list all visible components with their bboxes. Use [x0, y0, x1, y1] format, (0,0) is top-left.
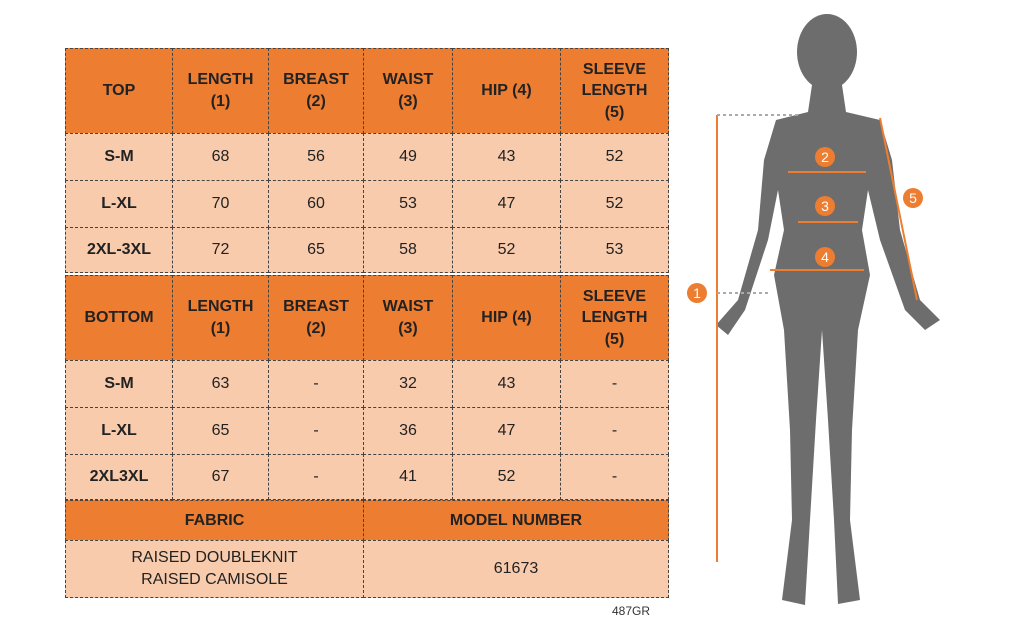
header-cell: BOTTOM	[65, 275, 173, 361]
marker-label: 4	[821, 249, 829, 265]
table-cell: 63	[172, 360, 269, 408]
marker-label: 3	[821, 198, 829, 214]
table-cell: 49	[363, 133, 453, 181]
table-cell: 43	[452, 133, 561, 181]
table-cell: 58	[363, 227, 453, 273]
table-cell: 52	[560, 133, 669, 181]
marker-circle	[687, 283, 707, 303]
table-cell: 2XL-3XL	[65, 227, 173, 273]
header-cell: WAIST (3)	[363, 275, 453, 361]
header-cell: TOP	[65, 48, 173, 134]
footnote: 487GR	[612, 604, 651, 618]
header-cell: LENGTH (1)	[172, 48, 269, 134]
marker-label: 2	[821, 149, 829, 165]
table-cell: 65	[172, 407, 269, 455]
table-cell: S-M	[65, 133, 173, 181]
table-cell: S-M	[65, 360, 173, 408]
silhouette	[716, 14, 940, 605]
table-cell: -	[268, 454, 364, 500]
table-cell: 65	[268, 227, 364, 273]
table-cell: 60	[268, 180, 364, 228]
table-cell: L-XL	[65, 180, 173, 228]
table-cell: 43	[452, 360, 561, 408]
header-cell: BREAST (2)	[268, 275, 364, 361]
table-cell: 61673	[363, 540, 669, 598]
measure-lines	[716, 114, 918, 562]
table-cell: 68	[172, 133, 269, 181]
header-cell: WAIST (3)	[363, 48, 453, 134]
header-cell: HIP (4)	[452, 48, 561, 134]
header-cell: SLEEVE LENGTH (5)	[560, 275, 669, 361]
table-cell: 41	[363, 454, 453, 500]
header-cell: SLEEVE LENGTH (5)	[560, 48, 669, 134]
table-cell: 53	[363, 180, 453, 228]
marker-label: 5	[909, 190, 917, 206]
table-cell: 67	[172, 454, 269, 500]
marker-circle	[903, 188, 923, 208]
table-cell: L-XL	[65, 407, 173, 455]
table-cell: -	[560, 454, 669, 500]
table-cell: 72	[172, 227, 269, 273]
table-cell: 52	[452, 454, 561, 500]
marker-circle	[815, 147, 835, 167]
size-table: TOP LENGTH (1) BREAST (2) WAIST (3) HIP (4) S…	[0, 0, 669, 598]
table-cell: 53	[560, 227, 669, 273]
table-cell: -	[268, 407, 364, 455]
header-cell: FABRIC	[65, 500, 364, 541]
table-cell: 2XL3XL	[65, 454, 173, 500]
header-cell: LENGTH (1)	[172, 275, 269, 361]
table-cell: 56	[268, 133, 364, 181]
marker-label: 1	[693, 285, 701, 301]
marker-circle	[815, 247, 835, 267]
table-cell: RAISED DOUBLEKNIT RAISED CAMISOLE	[65, 540, 364, 598]
header-cell: MODEL NUMBER	[363, 500, 669, 541]
table-cell: -	[268, 360, 364, 408]
marker-circle	[815, 196, 835, 216]
table-cell: 52	[452, 227, 561, 273]
